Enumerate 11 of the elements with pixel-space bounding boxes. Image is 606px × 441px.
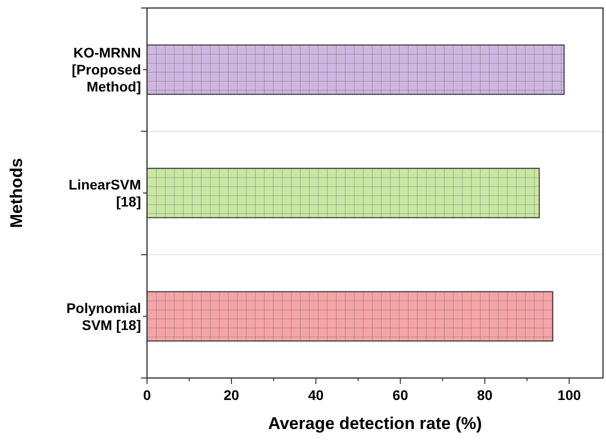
y-tick-label: Polynomial SVM [18]: [66, 300, 141, 333]
x-tick-label: 80: [476, 387, 493, 403]
x-tick-label: 100: [558, 387, 582, 403]
x-tick-label: 60: [392, 387, 408, 403]
y-tick-label: LinearSVM [18]: [68, 176, 141, 210]
y-tick-label: KO-MRNN [Proposed Method]: [72, 44, 141, 95]
x-tick-label: 20: [224, 387, 240, 403]
x-tick-label: 0: [143, 387, 152, 403]
x-axis-title: Average detection rate (%): [268, 414, 482, 433]
x-tick-label: 40: [308, 387, 324, 403]
y-axis-title: Methods: [7, 158, 26, 228]
